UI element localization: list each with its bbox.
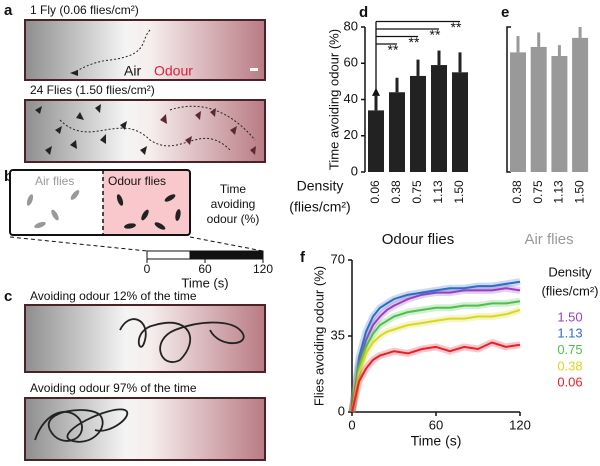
bar bbox=[572, 37, 589, 172]
significance-label: ** bbox=[388, 42, 399, 58]
bar bbox=[389, 92, 405, 172]
legend-entry: 0.38 bbox=[557, 358, 582, 373]
y-tick-label: 60 bbox=[344, 55, 358, 70]
trajectory bbox=[71, 29, 151, 74]
legend-unit: (flies/cm²) bbox=[541, 283, 598, 298]
significance-label: ** bbox=[409, 34, 420, 50]
x-axis-label: Air flies bbox=[524, 231, 573, 248]
y-tick-label: 0 bbox=[351, 163, 358, 178]
series-line bbox=[351, 308, 521, 413]
x-tick-label: 0.38 bbox=[510, 180, 524, 204]
series-line bbox=[351, 341, 521, 413]
flies bbox=[116, 194, 181, 230]
timeline-odour bbox=[189, 250, 264, 260]
trajectory bbox=[34, 408, 129, 443]
panel-letter: c bbox=[4, 288, 12, 305]
x-tick-label: 0.75 bbox=[531, 180, 545, 204]
panel-caption: Avoiding odour 12% of the time bbox=[30, 289, 197, 303]
fly bbox=[70, 70, 78, 76]
significance-label: ** bbox=[451, 19, 462, 35]
legend-entry: 1.50 bbox=[557, 309, 582, 324]
tick-label: 120 bbox=[253, 262, 273, 276]
trajectory bbox=[119, 318, 245, 363]
panel-letter: e bbox=[501, 4, 509, 21]
air-flies-label: Air flies bbox=[35, 174, 74, 188]
odour-flies-label: Odour flies bbox=[108, 174, 166, 188]
legend-title: Density bbox=[548, 264, 592, 279]
arena bbox=[24, 19, 266, 81]
arena-outline bbox=[9, 169, 191, 236]
x-tick-label: 1.50 bbox=[572, 180, 586, 204]
odour-zone bbox=[103, 170, 190, 235]
odour-label: Odour bbox=[154, 63, 193, 79]
x-tick-label: 1.50 bbox=[452, 180, 466, 204]
flies bbox=[35, 104, 147, 155]
y-tick-label: 80 bbox=[344, 18, 358, 33]
panel-caption: 24 Flies (1.50 flies/cm²) bbox=[30, 83, 155, 97]
series-line bbox=[351, 280, 521, 413]
y-tick-label: 70 bbox=[331, 251, 345, 266]
y-tick-label: 0 bbox=[338, 403, 345, 418]
time-avoiding-label: Time avoiding odour (%) bbox=[206, 182, 260, 226]
y-tick-label: 35 bbox=[331, 327, 345, 342]
connector bbox=[189, 236, 264, 252]
bar bbox=[510, 52, 526, 172]
timeline-air bbox=[146, 250, 191, 260]
y-tick-label: 40 bbox=[344, 91, 358, 106]
timeline: 0 60 120 Time (s) bbox=[144, 259, 273, 290]
density-label: Density bbox=[297, 178, 344, 194]
panel-caption: 1 Fly (0.06 flies/cm²) bbox=[30, 3, 139, 17]
y-axis bbox=[506, 26, 511, 173]
panel-letter: d bbox=[359, 4, 368, 21]
scale-bar bbox=[250, 68, 258, 71]
legend-entry: 1.13 bbox=[557, 326, 582, 341]
x-tick-label: 1.13 bbox=[552, 180, 566, 204]
series-line bbox=[351, 287, 521, 413]
tick-label: 60 bbox=[198, 262, 212, 276]
air-zone bbox=[10, 170, 103, 235]
x-tick-label: 120 bbox=[509, 417, 531, 432]
bar bbox=[368, 110, 384, 172]
axis-label: Time (s) bbox=[181, 275, 228, 290]
x-tick-label: 1.13 bbox=[431, 180, 445, 204]
significance-label: ** bbox=[430, 27, 441, 43]
bar bbox=[452, 72, 468, 172]
tick-label: 0 bbox=[144, 262, 151, 276]
y-tick-label: 20 bbox=[344, 127, 358, 142]
x-tick-label: 0.75 bbox=[410, 180, 424, 204]
x-axis-label: Time (s) bbox=[411, 433, 462, 449]
density-unit: (flies/cm²) bbox=[289, 199, 350, 215]
panel-letter: a bbox=[4, 2, 13, 19]
bar bbox=[530, 46, 547, 172]
bar bbox=[551, 56, 568, 172]
air-label: Air bbox=[124, 63, 141, 79]
x-axis-label: Odour flies bbox=[382, 231, 455, 248]
x-tick-label: 0 bbox=[348, 417, 355, 432]
x-tick-label: 0.38 bbox=[389, 180, 403, 204]
panel-letter: b bbox=[4, 168, 13, 185]
flies bbox=[26, 190, 80, 229]
arena bbox=[24, 397, 266, 461]
x-tick-label: 60 bbox=[429, 417, 443, 432]
legend-entry: 0.06 bbox=[557, 375, 582, 390]
x-tick-label: 0.06 bbox=[368, 180, 382, 204]
series-line bbox=[351, 300, 521, 413]
panel-letter: f bbox=[300, 249, 306, 266]
bar bbox=[431, 65, 447, 172]
y-axis-label: Flies avoiding odour (%) bbox=[311, 266, 326, 406]
series-band bbox=[348, 339, 521, 413]
y-axis-label: Time avoiding odour (%) bbox=[326, 29, 341, 170]
bar bbox=[410, 75, 426, 172]
connector bbox=[9, 236, 148, 252]
panel-caption: Avoiding odour 97% of the time bbox=[30, 381, 197, 395]
flies bbox=[160, 108, 256, 155]
legend-entry: 0.75 bbox=[557, 342, 582, 357]
